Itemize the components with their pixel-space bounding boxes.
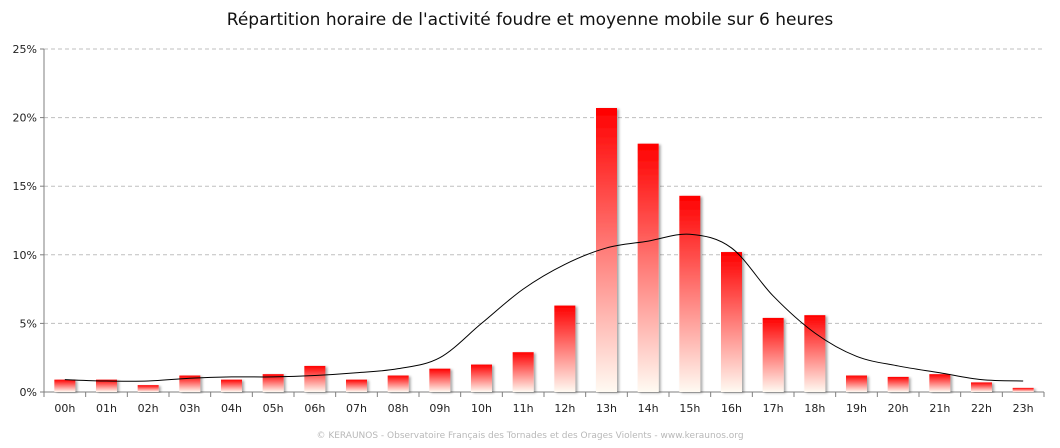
axes: [40, 48, 1045, 397]
x-tick-label: 12h: [554, 402, 575, 415]
x-tick-label: 18h: [804, 402, 825, 415]
x-tick-label: 09h: [429, 402, 450, 415]
bar: [262, 374, 284, 392]
chart-title: Répartition horaire de l'activité foudre…: [226, 10, 834, 30]
bar: [721, 252, 742, 392]
bar: [96, 379, 117, 392]
x-tick-label: 21h: [929, 402, 950, 415]
bar: [137, 385, 159, 392]
x-tick-label: 17h: [763, 402, 784, 415]
bar: [762, 317, 784, 392]
y-tick-label: 5%: [20, 317, 37, 330]
x-tick-label: 06h: [304, 402, 325, 415]
bar: [637, 143, 659, 392]
moving-average-layer: [64, 233, 1024, 382]
bar: [846, 375, 867, 392]
footer-credit: © KERAUNOS - Observatoire Français des T…: [316, 431, 744, 441]
bar: [221, 379, 242, 392]
bar: [387, 375, 409, 392]
bar: [346, 379, 367, 392]
x-tick-label: 19h: [846, 402, 867, 415]
y-tick-label: 10%: [13, 249, 37, 262]
x-tick-label: 14h: [638, 402, 659, 415]
x-tick-label: 13h: [596, 402, 617, 415]
x-tick-label: 08h: [388, 402, 409, 415]
y-tick-label: 20%: [13, 112, 37, 125]
bar: [512, 352, 534, 392]
bar: [887, 376, 909, 392]
x-tick-label: 10h: [471, 402, 492, 415]
x-tick-label: 22h: [971, 402, 992, 415]
x-tick-label: 03h: [179, 402, 200, 415]
tick-labels: 0% 5% 10% 15% 20% 25% 00h 01h 02h 03h 04h 05h 06h 07h…: [13, 43, 1034, 415]
x-tick-label: 15h: [679, 402, 700, 415]
x-tick-label: 01h: [96, 402, 117, 415]
x-tick-label: 11h: [513, 402, 534, 415]
x-tick-label: 23h: [1013, 402, 1034, 415]
y-tick-label: 0%: [20, 386, 37, 399]
x-tick-label: 05h: [263, 402, 284, 415]
x-tick-label: 02h: [138, 402, 159, 415]
x-tick-label: 00h: [54, 402, 75, 415]
x-tick-label: 20h: [888, 402, 909, 415]
bar: [596, 107, 617, 392]
y-tick-label: 25%: [13, 43, 37, 56]
grid: [44, 48, 1044, 324]
bar: [179, 375, 201, 392]
bar: [929, 374, 951, 392]
bar: [471, 364, 492, 392]
bar: [971, 382, 992, 392]
bar: [304, 365, 326, 392]
bar: [804, 315, 826, 392]
bar: [54, 379, 76, 392]
bar: [1012, 387, 1034, 392]
y-tick-label: 15%: [13, 180, 37, 193]
x-tick-label: 04h: [221, 402, 242, 415]
x-tick-label: 16h: [721, 402, 742, 415]
bars: [54, 107, 1034, 392]
bar: [429, 368, 451, 392]
bar: [679, 195, 701, 392]
bar: [554, 305, 576, 392]
x-tick-label: 07h: [346, 402, 367, 415]
moving-average-line: [64, 233, 1024, 382]
